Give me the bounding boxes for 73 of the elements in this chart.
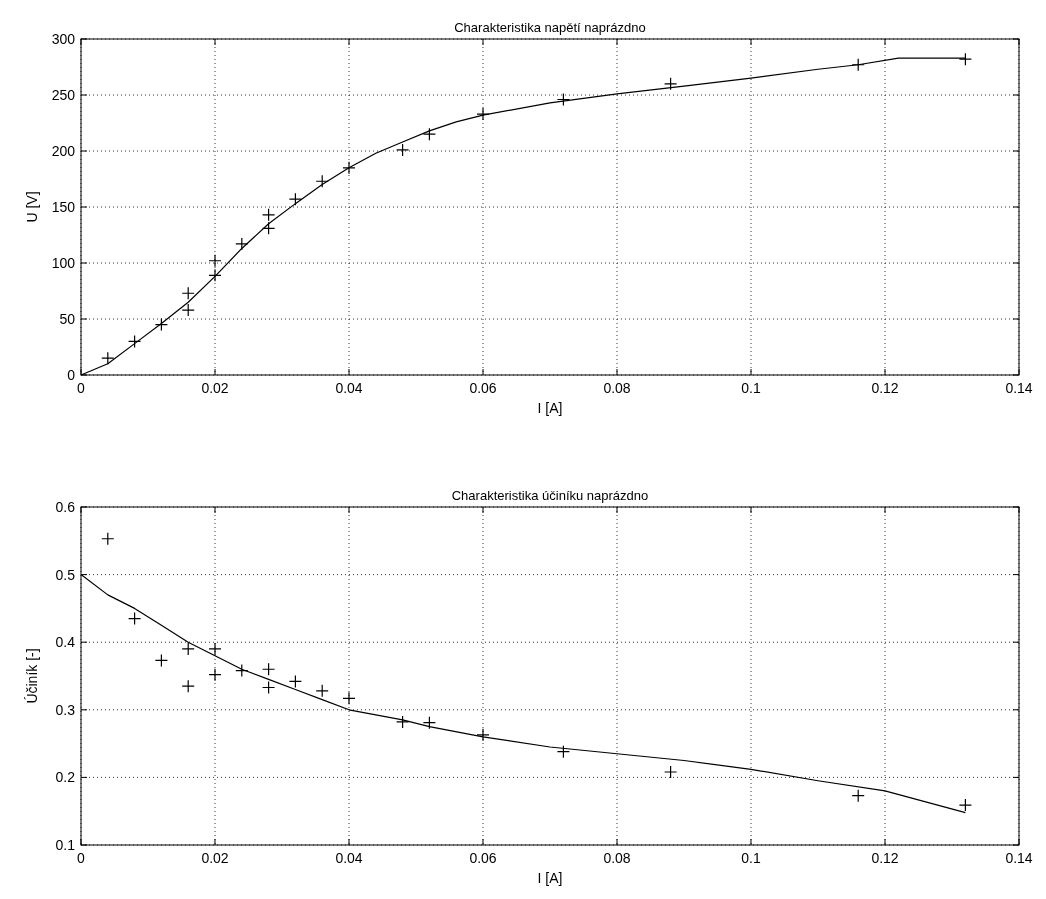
point [556, 745, 570, 759]
point [101, 532, 115, 546]
point [315, 684, 329, 698]
point [262, 208, 276, 222]
point [101, 351, 115, 365]
x-tick-label: 0.1 [741, 380, 761, 396]
y-tick-label: 200 [51, 143, 76, 159]
point [208, 268, 222, 282]
point [181, 286, 195, 300]
point [154, 318, 168, 332]
point [476, 728, 490, 742]
x-tick-label: 0.12 [871, 380, 899, 396]
x-tick-label: 0.06 [469, 380, 497, 396]
point [235, 663, 249, 678]
y-axis-title: U [V] [24, 191, 40, 223]
point [208, 642, 222, 656]
point [235, 237, 249, 251]
x-tick-label: 0.1 [741, 850, 761, 866]
point [396, 715, 410, 729]
x-tick-label: 0.04 [335, 380, 363, 396]
point [262, 680, 276, 695]
x-tick-label: 0.02 [201, 850, 229, 866]
y-tick-label: 150 [51, 199, 76, 215]
point [262, 221, 276, 235]
x-tick-label: 0.14 [1005, 380, 1033, 396]
point [208, 254, 222, 268]
x-tick-label: 0.02 [201, 380, 229, 396]
point [958, 52, 972, 66]
x-tick-label: 0.08 [603, 850, 631, 866]
x-tick-label: 0.04 [335, 850, 363, 866]
y-tick-label: 0.2 [55, 769, 76, 786]
x-tick-label: 0.14 [1005, 850, 1033, 866]
y-tick-label: 0 [67, 367, 76, 383]
point [128, 611, 142, 626]
point [128, 334, 142, 348]
y-tick-label: 50 [59, 311, 76, 327]
point [342, 161, 356, 175]
point [288, 192, 302, 206]
point [556, 92, 570, 107]
y-tick-label: 0.4 [55, 634, 76, 651]
point [396, 143, 410, 157]
y-tick-label: 0.5 [55, 566, 76, 583]
point [476, 107, 490, 121]
chart-title: Charakteristika napětí naprázdno [454, 20, 646, 35]
point [342, 691, 356, 705]
x-axis-title: I [A] [537, 400, 563, 416]
y-tick-label: 0.1 [55, 837, 76, 853]
y-tick-label: 0.3 [55, 701, 76, 718]
chart-title: Charakteristika účiníku naprázdno [451, 488, 649, 503]
point [181, 642, 195, 656]
point [288, 674, 302, 689]
x-tick-label: 0 [77, 380, 86, 396]
x-tick-label: 0.08 [603, 380, 631, 396]
x-tick-label: 0.12 [871, 850, 899, 866]
point [181, 303, 195, 317]
x-tick-label: 0.06 [469, 850, 497, 866]
point [664, 765, 678, 779]
y-tick-label: 0.6 [55, 499, 76, 515]
point [422, 716, 436, 730]
y-tick-label: 300 [51, 31, 76, 47]
point [208, 668, 222, 682]
x-axis-title: I [A] [537, 870, 563, 886]
point [315, 174, 329, 188]
point [664, 77, 678, 91]
point [154, 653, 168, 668]
point [851, 789, 865, 803]
y-tick-label: 250 [51, 87, 76, 103]
point [422, 127, 436, 141]
point [181, 679, 195, 693]
x-tick-label: 0 [77, 850, 86, 866]
y-axis-title: Účiník [-] [24, 648, 40, 704]
point [262, 662, 276, 676]
y-tick-label: 100 [51, 255, 76, 271]
